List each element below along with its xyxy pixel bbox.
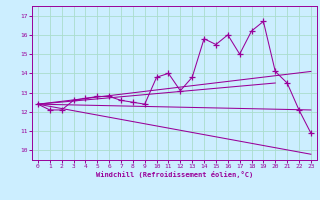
X-axis label: Windchill (Refroidissement éolien,°C): Windchill (Refroidissement éolien,°C) [96,171,253,178]
